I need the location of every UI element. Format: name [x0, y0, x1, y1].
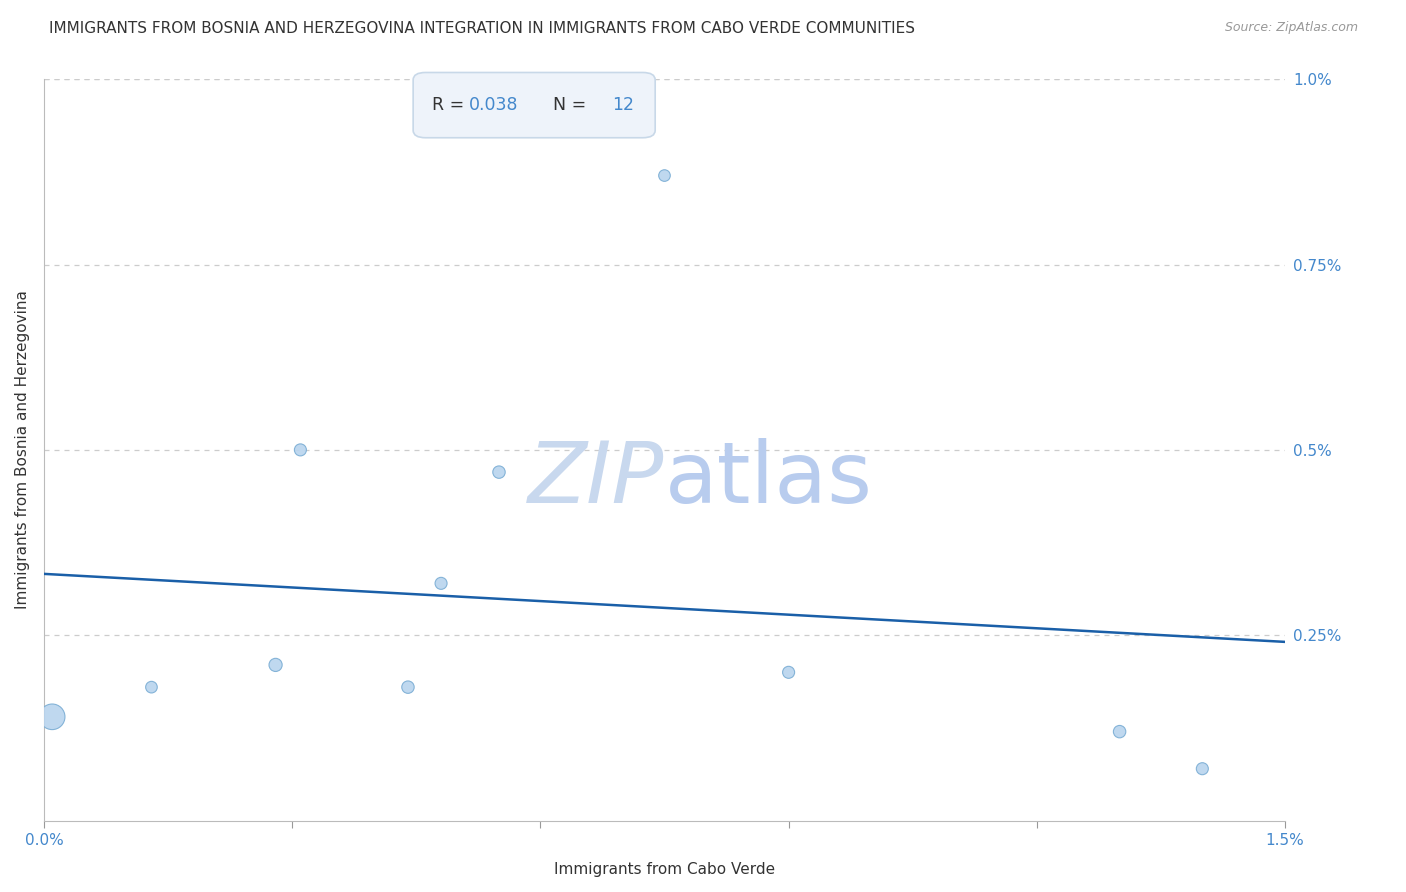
Y-axis label: Immigrants from Bosnia and Herzegovina: Immigrants from Bosnia and Herzegovina [15, 291, 30, 609]
Text: N =: N = [541, 96, 592, 114]
Text: 0.038: 0.038 [468, 96, 517, 114]
Text: 12: 12 [613, 96, 634, 114]
Point [1108, 724, 1130, 739]
Point [488, 465, 510, 479]
Point [41, 710, 63, 724]
Text: Source: ZipAtlas.com: Source: ZipAtlas.com [1225, 21, 1358, 34]
Point [290, 442, 312, 457]
FancyBboxPatch shape [413, 72, 655, 137]
X-axis label: Immigrants from Cabo Verde: Immigrants from Cabo Verde [554, 862, 775, 877]
Point [1191, 762, 1213, 776]
Text: IMMIGRANTS FROM BOSNIA AND HERZEGOVINA INTEGRATION IN IMMIGRANTS FROM CABO VERDE: IMMIGRANTS FROM BOSNIA AND HERZEGOVINA I… [49, 21, 915, 36]
Point [430, 576, 453, 591]
Point [141, 680, 163, 694]
Point [654, 169, 676, 183]
Text: atlas: atlas [665, 438, 873, 521]
Point [778, 665, 800, 680]
Point [264, 657, 287, 672]
Text: ZIP: ZIP [529, 438, 665, 521]
Point [396, 680, 419, 694]
Text: R =: R = [433, 96, 470, 114]
